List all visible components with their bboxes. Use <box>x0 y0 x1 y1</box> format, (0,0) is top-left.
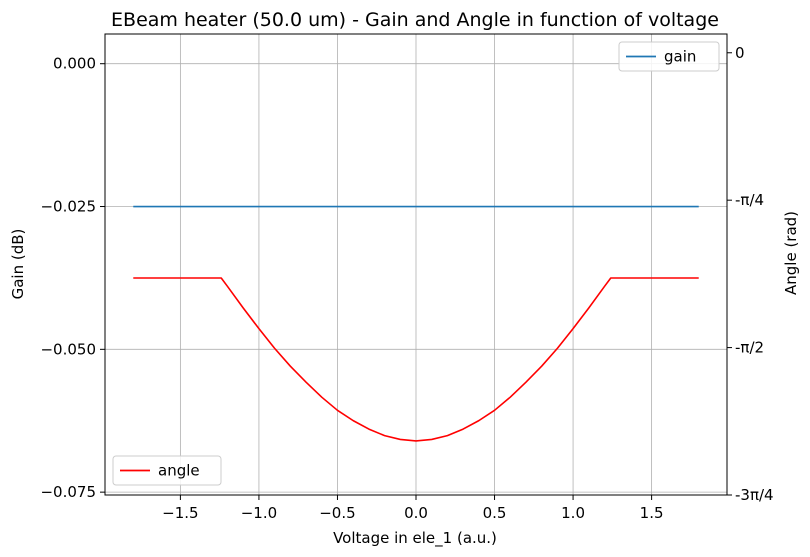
x-tick-label: 0.5 <box>483 504 507 522</box>
y-tick-label: −0.075 <box>40 483 96 501</box>
x-tick-label: −0.5 <box>319 504 355 522</box>
x-tick-label: 1.5 <box>640 504 664 522</box>
x-tick-label: −1.5 <box>162 504 198 522</box>
y-tick-label: −0.050 <box>40 340 96 358</box>
series-layer <box>133 205 699 442</box>
y2-axis-label: Angle (rad) <box>782 211 800 295</box>
y-tick-label: −0.025 <box>40 198 96 216</box>
y-tick-label: 0.000 <box>53 55 96 73</box>
legend-angle: angle <box>112 455 222 486</box>
grid <box>105 34 727 495</box>
y-axis-label: Gain (dB) <box>9 229 27 300</box>
y-axis-left: 0.000 −0.025 −0.050 −0.075 <box>40 55 105 501</box>
x-axis: −1.5 −1.0 −0.5 0.0 0.5 1.0 1.5 <box>162 495 664 522</box>
y2-tick-label: -π/2 <box>735 339 764 357</box>
y-axis-right: 0 -π/4 -π/2 -3π/4 <box>727 44 774 504</box>
legend-label: gain <box>664 48 696 66</box>
x-tick-label: 0.0 <box>404 504 428 522</box>
chart-title: EBeam heater (50.0 um) - Gain and Angle … <box>111 9 719 31</box>
y2-tick-label: -π/4 <box>735 191 764 209</box>
y2-tick-label: 0 <box>735 44 745 62</box>
y2-tick-label: -3π/4 <box>735 486 774 504</box>
x-axis-label: Voltage in ele_1 (a.u.) <box>333 529 497 548</box>
legend-box <box>112 455 222 486</box>
series-angle-line <box>133 277 699 442</box>
x-tick-label: 1.0 <box>561 504 585 522</box>
legend-box <box>618 41 720 72</box>
legend-label: angle <box>158 462 200 480</box>
legend-gain: gain <box>618 41 720 72</box>
x-tick-label: −1.0 <box>241 504 277 522</box>
